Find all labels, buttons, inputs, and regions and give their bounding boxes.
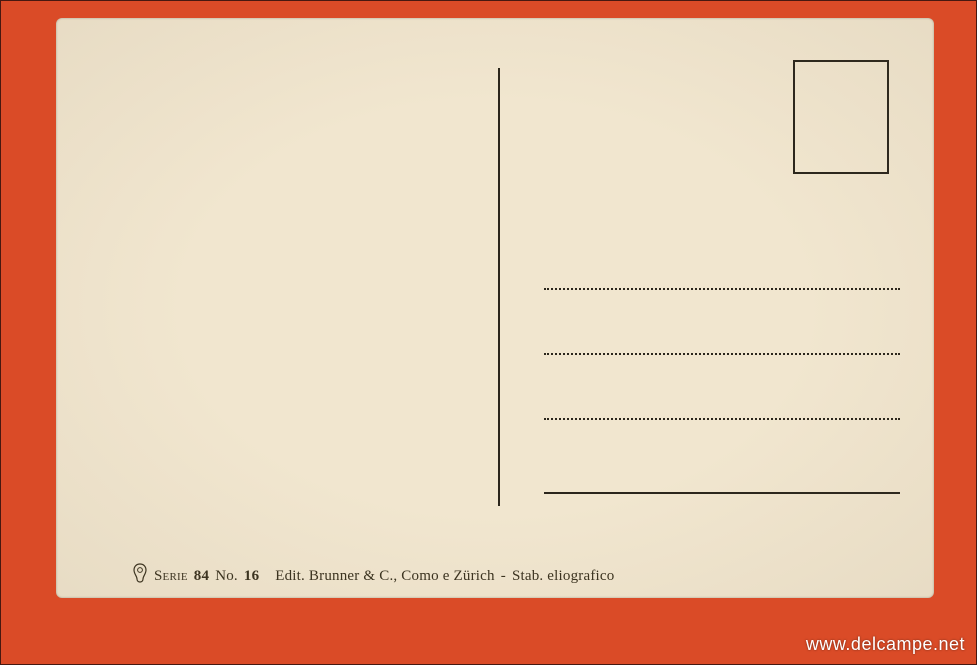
postcard: Serie 84 No. 16 Edit. Brunner & C., Como… [56, 18, 934, 598]
address-line-3 [544, 418, 900, 420]
center-divider [498, 68, 500, 506]
serie-label: Serie [154, 568, 188, 585]
outer-frame: Serie 84 No. 16 Edit. Brunner & C., Como… [0, 0, 977, 665]
technique: Stab. eliografico [512, 568, 615, 585]
stamp-box [793, 60, 889, 174]
separator: - [501, 568, 506, 585]
no-label: No. [215, 568, 238, 585]
publisher-logo-icon [132, 563, 148, 583]
address-line-1 [544, 288, 900, 290]
address-line-4 [544, 492, 900, 494]
watermark: www.delcampe.net [806, 634, 965, 655]
serie-number: 84 [194, 568, 209, 585]
publisher: Edit. Brunner & C., Como e Zürich [275, 568, 495, 585]
imprint: Serie 84 No. 16 Edit. Brunner & C., Como… [132, 560, 614, 585]
item-number: 16 [244, 568, 259, 585]
address-line-2 [544, 353, 900, 355]
